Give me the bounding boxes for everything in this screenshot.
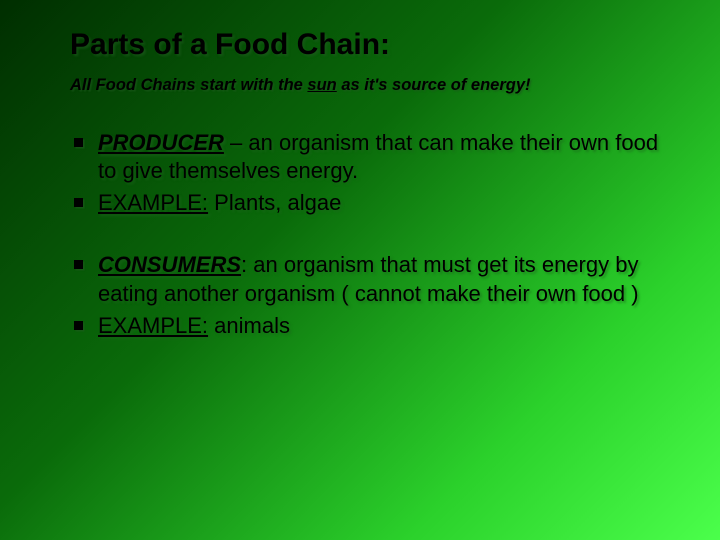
subtitle-pre: All Food Chains start with the [70,76,307,94]
bullet-list: PRODUCER – an organism that can make the… [70,129,672,340]
example-text-1: Plants, algae [208,190,341,215]
bullet-producer-example: EXAMPLE: Plants, algae [70,189,672,217]
sep-producer: – [224,130,248,155]
subtitle-sun: sun [307,76,336,94]
slide: Parts of a Food Chain: All Food Chains s… [0,0,720,540]
slide-subtitle: All Food Chains start with the sun as it… [70,76,672,95]
sep-consumers: : [241,252,253,277]
example-text-2: animals [208,313,290,338]
slide-title: Parts of a Food Chain: [70,28,672,62]
subtitle-post: as it's source of energy! [337,76,531,94]
example-label-1: EXAMPLE: [98,190,208,215]
bullet-consumers-example: EXAMPLE: animals [70,312,672,340]
term-consumers: CONSUMERS [98,252,241,277]
spacer [70,221,672,251]
bullet-consumers: CONSUMERS: an organism that must get its… [70,251,672,307]
example-label-2: EXAMPLE: [98,313,208,338]
bullet-producer: PRODUCER – an organism that can make the… [70,129,672,185]
term-producer: PRODUCER [98,130,224,155]
